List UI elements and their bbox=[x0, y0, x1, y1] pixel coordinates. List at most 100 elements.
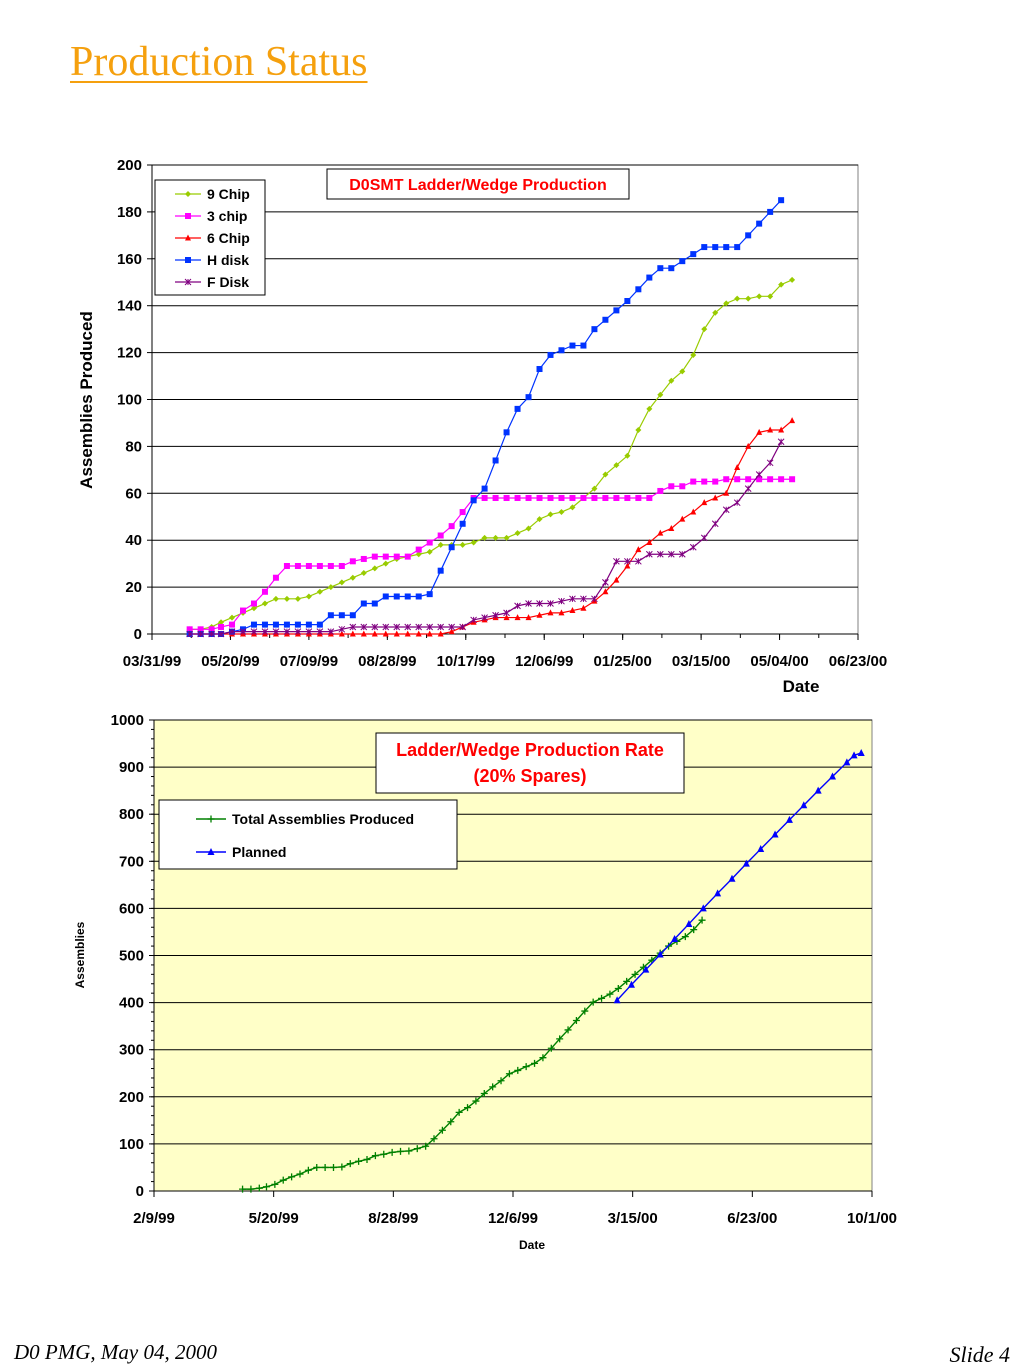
data-point bbox=[250, 605, 257, 612]
data-point bbox=[272, 595, 279, 602]
data-point bbox=[569, 607, 576, 614]
data-point bbox=[723, 476, 730, 483]
data-point bbox=[635, 426, 642, 433]
data-point bbox=[701, 244, 708, 251]
data-point bbox=[857, 748, 865, 756]
x-tick-label: 10/1/00 bbox=[847, 1210, 897, 1227]
y-tick-label: 40 bbox=[125, 532, 142, 549]
data-point bbox=[756, 220, 763, 227]
data-point bbox=[448, 623, 456, 631]
data-point bbox=[767, 476, 774, 483]
data-point bbox=[667, 550, 675, 558]
data-point bbox=[371, 623, 379, 631]
data-point bbox=[197, 626, 204, 633]
data-point bbox=[734, 244, 741, 251]
data-point bbox=[744, 485, 752, 492]
data-point bbox=[296, 1170, 304, 1178]
y-tick-label: 800 bbox=[119, 806, 144, 823]
data-point bbox=[711, 520, 719, 528]
chart-title-box: D0SMT Ladder/Wedge Production bbox=[326, 168, 630, 200]
legend: 9 Chip 3 chip 6 Chip H disk F Disk bbox=[154, 179, 266, 296]
data-point bbox=[272, 574, 279, 581]
data-point bbox=[492, 611, 499, 619]
data-point bbox=[547, 511, 554, 518]
x-tick-label: 01/25/00 bbox=[593, 653, 651, 670]
data-point bbox=[668, 265, 675, 272]
data-point bbox=[558, 494, 565, 501]
data-point bbox=[631, 970, 639, 978]
data-point bbox=[657, 391, 664, 398]
data-point bbox=[778, 476, 785, 483]
data-point bbox=[338, 612, 345, 619]
data-point bbox=[569, 342, 576, 349]
legend-marker bbox=[185, 213, 191, 219]
data-point bbox=[316, 562, 323, 569]
data-point bbox=[613, 307, 620, 314]
legend-label: F Disk bbox=[207, 274, 249, 290]
data-point bbox=[602, 588, 609, 595]
data-point bbox=[525, 614, 532, 621]
data-point bbox=[294, 595, 301, 602]
x-tick-label: 10/17/99 bbox=[437, 653, 495, 670]
data-point bbox=[679, 483, 686, 490]
data-point bbox=[767, 208, 774, 215]
data-point bbox=[447, 1118, 455, 1126]
data-point bbox=[415, 551, 422, 558]
data-point bbox=[338, 630, 345, 637]
chart-title: Ladder/Wedge Production Rate bbox=[396, 740, 664, 760]
data-point bbox=[525, 525, 532, 532]
data-point bbox=[492, 494, 499, 501]
data-point bbox=[355, 1157, 363, 1165]
data-point bbox=[678, 550, 686, 558]
y-axis-label: Assemblies Produced bbox=[77, 311, 96, 489]
data-point bbox=[843, 758, 851, 766]
y-tick-label: 20 bbox=[125, 579, 142, 596]
data-point bbox=[321, 1163, 329, 1171]
data-point bbox=[271, 1180, 279, 1188]
data-point bbox=[685, 919, 693, 927]
data-point bbox=[536, 366, 543, 373]
data-point bbox=[514, 614, 521, 621]
y-tick-label: 900 bbox=[119, 759, 144, 776]
legend-marker bbox=[185, 257, 191, 263]
data-point bbox=[327, 562, 334, 569]
data-point bbox=[405, 1147, 413, 1155]
data-point bbox=[602, 494, 609, 501]
x-tick-label: 5/20/99 bbox=[249, 1210, 299, 1227]
data-point bbox=[186, 630, 194, 638]
data-point bbox=[481, 614, 488, 621]
data-point bbox=[701, 478, 708, 485]
data-point bbox=[745, 476, 752, 483]
data-point bbox=[388, 1148, 396, 1156]
x-tick-label: 03/15/00 bbox=[672, 653, 730, 670]
data-point bbox=[459, 623, 466, 631]
data-point bbox=[261, 600, 268, 607]
data-point bbox=[288, 1173, 296, 1181]
data-point bbox=[415, 630, 422, 637]
data-point bbox=[316, 621, 323, 628]
y-tick-label: 1000 bbox=[111, 712, 144, 729]
data-point bbox=[382, 553, 389, 560]
data-point bbox=[283, 595, 290, 602]
data-point bbox=[547, 351, 554, 358]
legend-frame bbox=[158, 799, 458, 870]
data-point bbox=[393, 630, 400, 637]
data-point bbox=[690, 478, 697, 485]
data-point bbox=[371, 630, 378, 637]
data-point bbox=[218, 623, 225, 630]
data-point bbox=[360, 623, 368, 631]
data-point bbox=[503, 494, 510, 501]
data-point bbox=[481, 494, 488, 501]
data-point bbox=[606, 990, 614, 998]
data-point bbox=[690, 351, 697, 358]
data-point bbox=[363, 1155, 371, 1163]
data-point bbox=[393, 553, 400, 560]
data-point bbox=[525, 600, 532, 607]
data-point bbox=[489, 1083, 497, 1091]
data-point bbox=[503, 429, 510, 436]
data-point bbox=[789, 417, 796, 424]
data-point bbox=[767, 293, 774, 300]
data-point bbox=[382, 560, 389, 567]
legend-marker bbox=[185, 234, 191, 241]
data-point bbox=[186, 626, 193, 633]
